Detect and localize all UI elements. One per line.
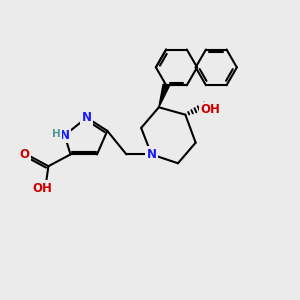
Text: N: N xyxy=(60,129,70,142)
Text: OH: OH xyxy=(200,103,220,116)
Text: N: N xyxy=(82,111,92,124)
Text: OH: OH xyxy=(33,182,52,195)
Text: H: H xyxy=(52,129,61,139)
Polygon shape xyxy=(159,84,169,107)
Text: N: N xyxy=(146,148,157,161)
Text: O: O xyxy=(19,148,29,161)
